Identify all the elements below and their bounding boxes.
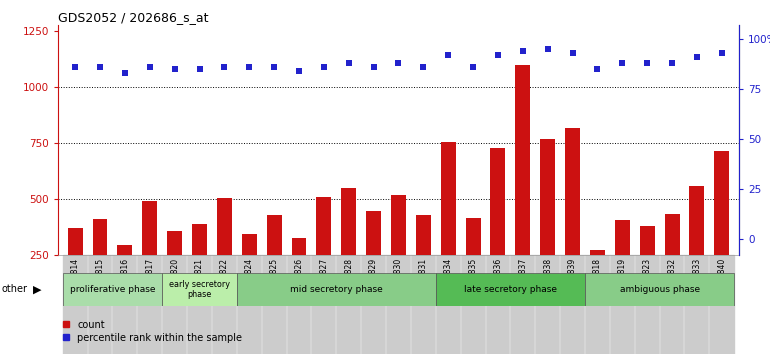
Point — [144, 64, 156, 70]
Bar — [411, 255, 436, 354]
Bar — [640, 226, 654, 311]
Point — [94, 64, 106, 70]
Bar — [715, 151, 729, 311]
Bar — [187, 255, 212, 354]
Bar — [436, 273, 585, 306]
Bar — [341, 188, 357, 311]
Bar — [486, 255, 511, 354]
Bar — [237, 255, 262, 354]
Bar — [709, 255, 735, 354]
Bar — [88, 255, 112, 354]
Point — [119, 70, 131, 76]
Point — [218, 64, 230, 70]
Bar — [142, 201, 157, 311]
Point — [367, 64, 380, 70]
Text: GDS2052 / 202686_s_at: GDS2052 / 202686_s_at — [58, 11, 208, 24]
Bar — [367, 211, 381, 311]
Bar — [490, 148, 505, 311]
Point — [541, 46, 554, 52]
Bar — [541, 139, 555, 311]
Bar — [62, 255, 88, 354]
Bar — [560, 255, 585, 354]
Bar — [440, 142, 456, 311]
Bar — [112, 255, 137, 354]
Point — [715, 50, 728, 56]
Point — [442, 52, 454, 58]
Bar — [292, 238, 306, 311]
Bar — [62, 273, 162, 306]
Point — [268, 64, 280, 70]
Bar — [212, 255, 237, 354]
Point — [467, 64, 479, 70]
Legend: count, percentile rank within the sample: count, percentile rank within the sample — [62, 320, 243, 343]
Bar — [466, 218, 480, 311]
Text: ambiguous phase: ambiguous phase — [620, 285, 700, 294]
Bar — [262, 255, 286, 354]
Bar — [92, 219, 108, 311]
Point — [517, 48, 529, 53]
Bar — [237, 273, 436, 306]
Point — [666, 60, 678, 65]
Bar — [515, 65, 531, 311]
Point — [69, 64, 82, 70]
Text: proliferative phase: proliferative phase — [70, 285, 156, 294]
Bar — [585, 255, 610, 354]
Point — [169, 66, 181, 72]
Bar — [286, 255, 311, 354]
Bar — [689, 185, 705, 311]
Bar — [167, 232, 182, 311]
Bar — [436, 255, 460, 354]
Text: early secretory
phase: early secretory phase — [169, 280, 230, 299]
Bar — [391, 195, 406, 311]
Point — [293, 68, 305, 74]
Text: late secretory phase: late secretory phase — [464, 285, 557, 294]
Bar — [118, 245, 132, 311]
Point — [417, 64, 430, 70]
Bar — [610, 255, 634, 354]
Bar — [361, 255, 386, 354]
Bar — [386, 255, 411, 354]
Point — [193, 66, 206, 72]
Point — [641, 60, 653, 65]
Bar — [217, 198, 232, 311]
Bar — [137, 255, 162, 354]
Bar — [68, 228, 82, 311]
Bar — [585, 273, 735, 306]
Text: ▶: ▶ — [32, 284, 42, 295]
Bar — [162, 273, 237, 306]
Bar — [336, 255, 361, 354]
Point — [318, 64, 330, 70]
Bar — [660, 255, 685, 354]
Point — [393, 60, 405, 65]
Bar — [535, 255, 560, 354]
Bar — [311, 255, 336, 354]
Bar — [590, 250, 605, 311]
Point — [691, 54, 703, 59]
Bar — [685, 255, 709, 354]
Bar — [665, 213, 679, 311]
Point — [492, 52, 504, 58]
Bar — [242, 234, 256, 311]
Bar — [266, 215, 282, 311]
Point — [591, 66, 604, 72]
Bar — [634, 255, 660, 354]
Point — [343, 60, 355, 65]
Bar — [615, 220, 630, 311]
Bar — [192, 224, 207, 311]
Point — [616, 60, 628, 65]
Bar — [460, 255, 486, 354]
Bar — [162, 255, 187, 354]
Point — [567, 50, 579, 56]
Bar — [416, 215, 430, 311]
Point — [243, 64, 256, 70]
Bar — [565, 127, 580, 311]
Bar — [316, 197, 331, 311]
Bar — [511, 255, 535, 354]
Text: other: other — [2, 284, 28, 295]
Text: mid secretory phase: mid secretory phase — [290, 285, 383, 294]
